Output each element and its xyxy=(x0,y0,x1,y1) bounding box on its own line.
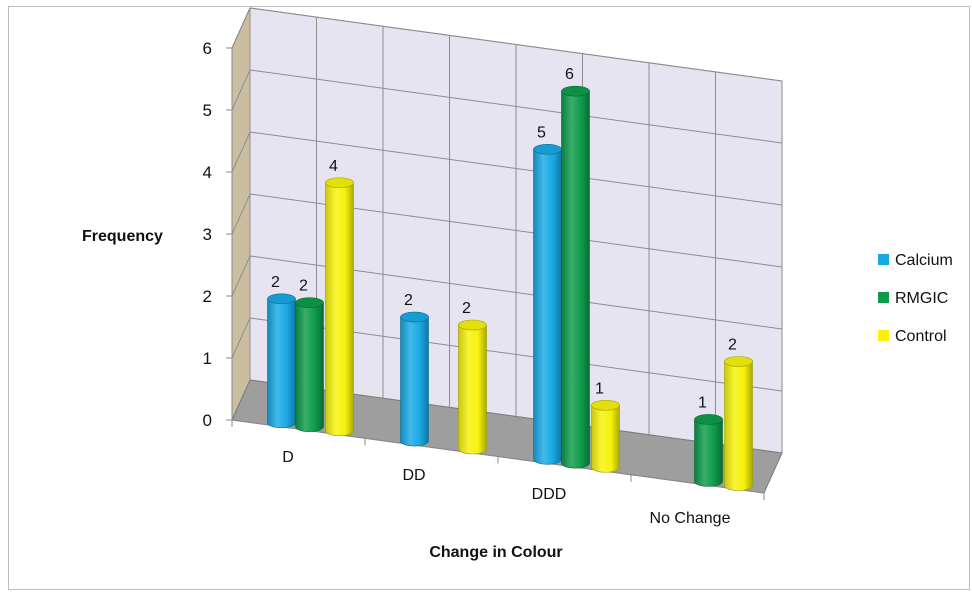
y-tick-label: 6 xyxy=(203,39,212,58)
y-tick-label: 3 xyxy=(203,225,212,244)
bar-body xyxy=(325,182,354,437)
y-tick-label: 0 xyxy=(203,411,212,430)
y-axis-title: Frequency xyxy=(82,228,163,245)
bar-rmgic-d xyxy=(295,297,324,432)
bar-top xyxy=(295,297,324,308)
bar-body xyxy=(561,90,590,469)
data-label: 1 xyxy=(698,394,707,411)
legend-swatch xyxy=(878,292,889,303)
x-tick-label: DDD xyxy=(532,486,567,503)
y-tick-label: 5 xyxy=(203,101,212,120)
data-label: 2 xyxy=(299,278,308,295)
bar-control-no-change xyxy=(724,356,753,491)
legend-label: Calcium xyxy=(895,252,953,269)
bar-body xyxy=(533,148,562,465)
bar-top xyxy=(533,143,562,155)
data-label: 2 xyxy=(271,274,280,291)
bar-control-ddd xyxy=(591,399,620,473)
data-label: 6 xyxy=(565,66,574,83)
bar-top xyxy=(325,177,354,189)
bar-top xyxy=(591,399,620,411)
data-label: 2 xyxy=(462,300,471,317)
legend: Calcium RMGIC Control xyxy=(878,252,953,345)
bar-rmgic-ddd xyxy=(561,85,590,469)
y-tick-label: 2 xyxy=(203,287,212,306)
bar-calcium-dd xyxy=(400,311,429,447)
bar-rmgic-no-change xyxy=(694,414,723,487)
bars xyxy=(267,85,753,491)
bar-body xyxy=(400,316,429,447)
legend-label: RMGIC xyxy=(895,290,948,307)
bar-body xyxy=(295,302,324,432)
legend-swatch xyxy=(878,330,889,341)
legend-label: Control xyxy=(895,328,947,345)
bar-body xyxy=(591,404,620,473)
bar-body xyxy=(694,419,723,487)
bar-top xyxy=(458,319,487,331)
bar-calcium-d xyxy=(267,293,296,429)
data-label: 2 xyxy=(728,337,737,354)
y-axis: 0 1 2 3 4 5 6 xyxy=(203,39,233,430)
data-labels: 2 2 4 2 2 5 6 1 1 2 xyxy=(271,66,737,411)
x-tick-label: DD xyxy=(402,467,425,484)
bar-top xyxy=(400,311,429,323)
data-label: 2 xyxy=(404,292,413,309)
legend-swatch xyxy=(878,254,889,265)
bar-control-d xyxy=(325,177,354,437)
x-axis-title: Change in Colour xyxy=(429,544,562,561)
bar-body xyxy=(724,361,753,491)
x-tick-label: D xyxy=(282,449,294,466)
bar-body xyxy=(267,298,296,429)
bar-body xyxy=(458,324,487,455)
bar-top xyxy=(561,85,590,97)
y-tick-label: 1 xyxy=(203,349,212,368)
data-label: 5 xyxy=(537,124,546,141)
bar-top xyxy=(724,356,753,367)
bar-top xyxy=(267,293,296,305)
bar-calcium-ddd xyxy=(533,143,562,465)
data-label: 1 xyxy=(595,380,604,397)
data-label: 4 xyxy=(329,158,338,175)
y-tick-label: 4 xyxy=(203,163,212,182)
bar-control-dd xyxy=(458,319,487,455)
bar-top xyxy=(694,414,723,425)
x-tick-label: No Change xyxy=(650,510,731,527)
